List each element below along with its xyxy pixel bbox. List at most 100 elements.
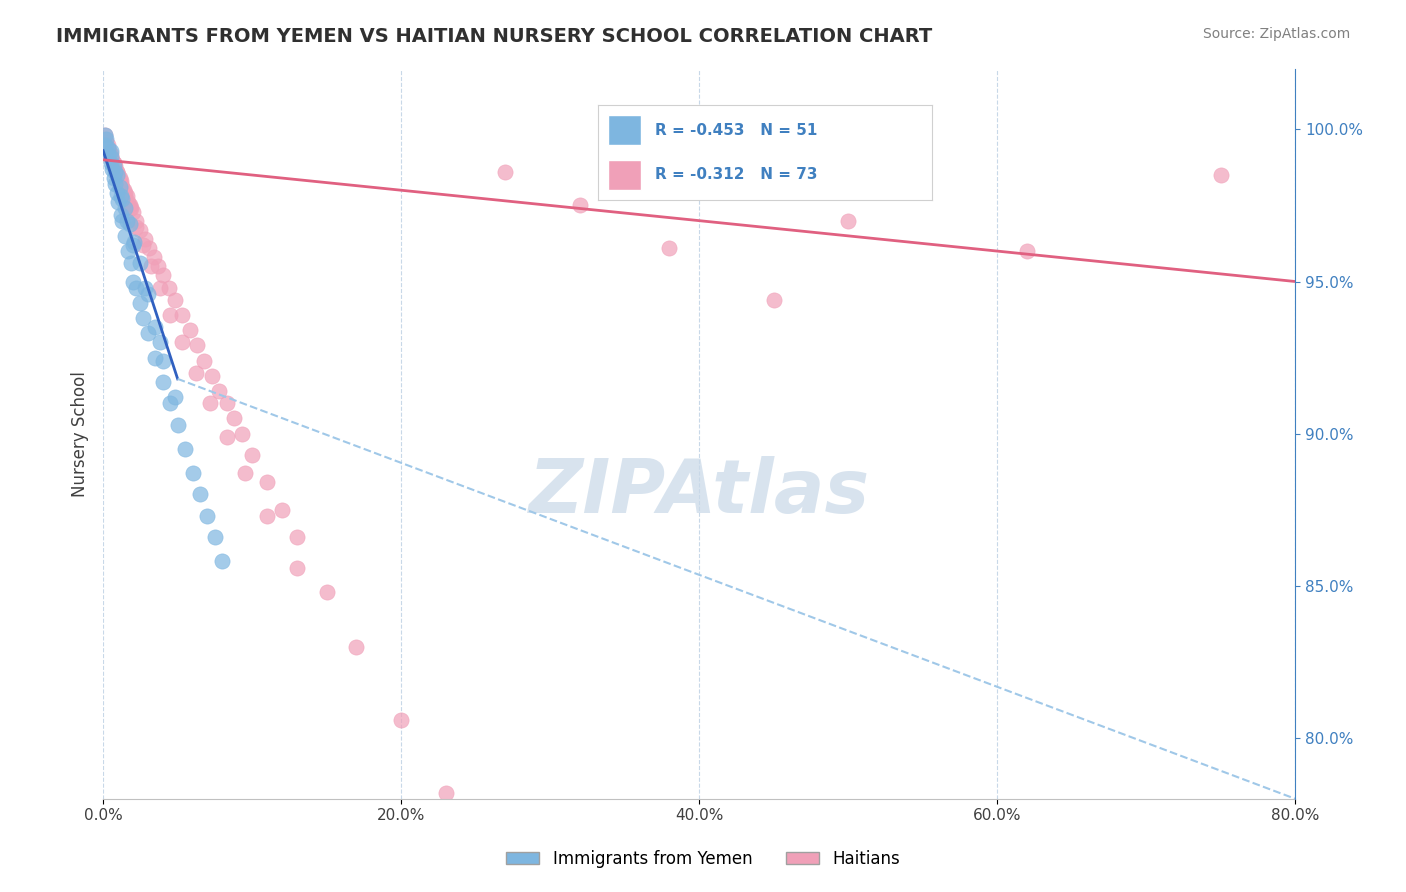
Point (143, 320, 166, 334)
Point (103, 156, 125, 170)
Point (105, 165, 128, 179)
Point (110, 208, 132, 222)
Point (124, 235, 146, 249)
Point (174, 442, 197, 456)
Point (136, 286, 159, 301)
Point (201, 368, 224, 383)
Point (224, 411, 246, 425)
Point (97, 141, 120, 155)
Point (132, 311, 155, 326)
Point (285, 530, 308, 544)
Point (101, 153, 124, 167)
Point (125, 280, 148, 294)
Point (93, 128, 115, 143)
Point (762, 293, 785, 307)
Point (211, 554, 233, 568)
Point (494, 165, 516, 179)
Point (149, 335, 172, 350)
Point (215, 430, 238, 444)
Point (215, 396, 238, 410)
Point (105, 186, 128, 201)
Point (93, 137, 115, 152)
Point (111, 180, 134, 194)
Point (100, 146, 122, 161)
Point (104, 177, 127, 191)
Point (837, 213, 859, 227)
Point (152, 268, 174, 283)
Legend: Immigrants from Yemen, Haitians: Immigrants from Yemen, Haitians (499, 844, 907, 875)
Point (93, 128, 115, 143)
Point (104, 165, 127, 179)
Point (159, 396, 181, 410)
Point (134, 280, 156, 294)
Point (94, 131, 117, 145)
Point (204, 530, 226, 544)
Point (271, 502, 294, 516)
Point (98, 144, 121, 158)
Point (163, 390, 186, 404)
Point (97, 141, 120, 155)
Point (93, 131, 115, 145)
Point (172, 308, 194, 322)
Text: ZIPAtlas: ZIPAtlas (529, 456, 870, 529)
Point (112, 183, 135, 197)
Point (97, 146, 120, 161)
Point (157, 280, 180, 294)
Point (104, 159, 127, 173)
Point (315, 585, 337, 599)
Point (166, 417, 188, 432)
Point (197, 508, 219, 523)
Point (111, 192, 134, 206)
Point (1015, 244, 1038, 258)
Point (181, 466, 204, 480)
Point (143, 351, 166, 365)
Point (118, 198, 141, 212)
Y-axis label: Nursery School: Nursery School (72, 371, 89, 497)
Point (110, 174, 132, 188)
Point (103, 156, 125, 170)
Point (256, 475, 278, 490)
Point (101, 161, 124, 176)
Point (658, 241, 681, 255)
Point (184, 366, 207, 380)
Point (118, 202, 141, 216)
Point (118, 217, 141, 231)
Point (122, 238, 145, 252)
Point (233, 466, 256, 480)
Text: IMMIGRANTS FROM YEMEN VS HAITIAN NURSERY SCHOOL CORRELATION CHART: IMMIGRANTS FROM YEMEN VS HAITIAN NURSERY… (56, 27, 932, 45)
Point (188, 487, 211, 501)
Point (346, 640, 368, 654)
Point (110, 177, 132, 191)
Point (100, 150, 122, 164)
Point (110, 189, 132, 203)
Point (117, 195, 139, 210)
Point (103, 171, 125, 186)
Point (389, 713, 412, 727)
Point (105, 165, 128, 179)
Point (111, 213, 134, 227)
Point (94, 135, 117, 149)
Point (149, 280, 172, 294)
Point (100, 156, 122, 170)
Point (129, 256, 152, 270)
Point (434, 786, 457, 800)
Point (240, 448, 263, 462)
Point (114, 186, 136, 201)
Point (285, 560, 308, 574)
Point (105, 168, 128, 182)
Point (114, 228, 136, 243)
Point (152, 375, 174, 389)
Point (152, 353, 174, 368)
Point (148, 260, 170, 274)
Point (208, 384, 231, 398)
Point (1209, 168, 1232, 182)
Point (97, 137, 120, 152)
Point (142, 250, 165, 264)
Point (103, 159, 125, 173)
Point (132, 238, 155, 252)
Point (107, 168, 129, 182)
Point (134, 232, 156, 246)
Point (117, 244, 139, 258)
Point (108, 171, 131, 186)
Point (122, 204, 145, 219)
